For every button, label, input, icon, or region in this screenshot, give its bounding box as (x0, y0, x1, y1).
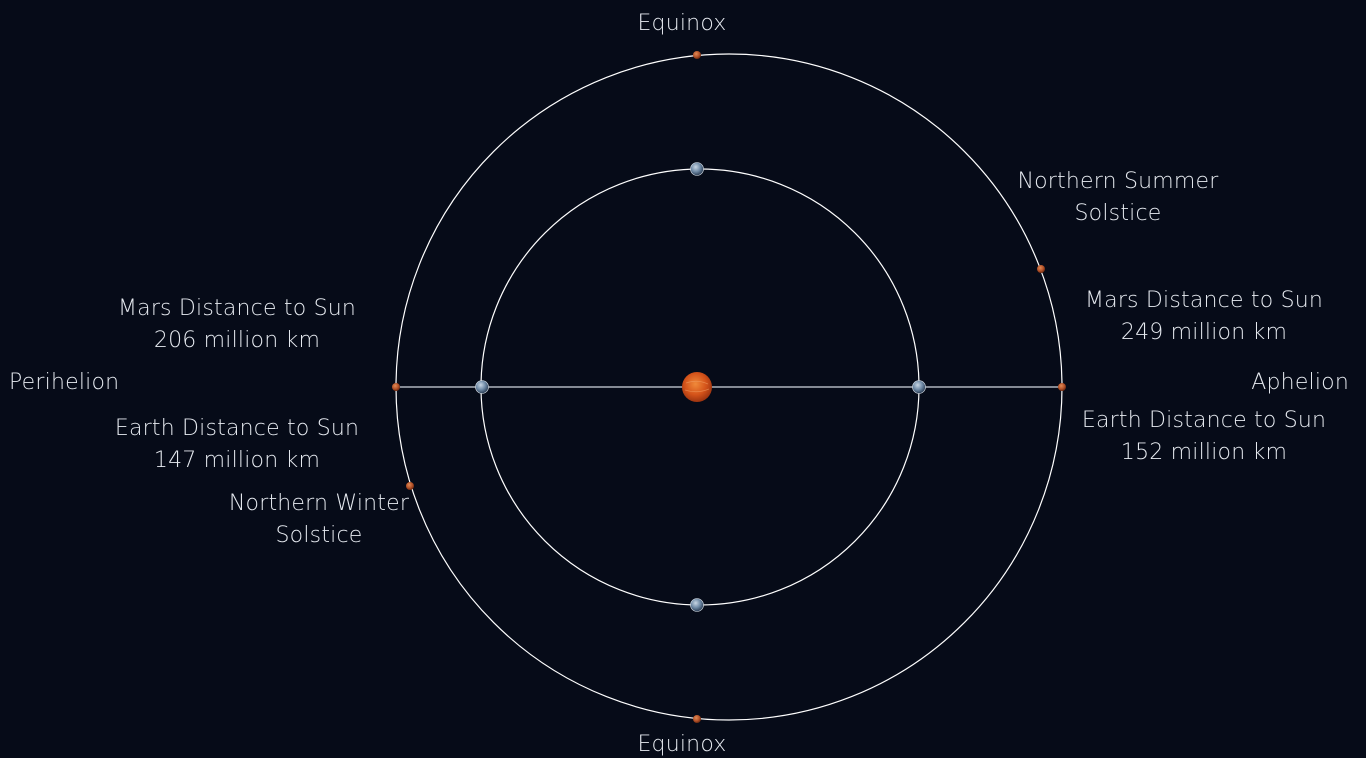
earth-icon (690, 162, 704, 176)
sun-icon (682, 372, 712, 402)
northern-summer-solstice-label: Northern Summer Solstice (1017, 169, 1219, 226)
northern-winter-solstice-label: Northern Winter Solstice (228, 491, 410, 548)
aphelion-label: Aphelion (1251, 370, 1349, 395)
mars-aphelion-distance-label: Mars Distance to Sun 249 million km (1084, 288, 1324, 345)
earth-icon (690, 598, 704, 612)
mars-icon (406, 482, 414, 490)
earth-icon (912, 380, 926, 394)
earth-perihelion-distance-label: Earth Distance to Sun 147 million km (114, 416, 360, 473)
mars-icon (392, 383, 400, 391)
mars-icon (1037, 265, 1045, 273)
earth-aphelion-distance-label: Earth Distance to Sun 152 million km (1081, 408, 1327, 465)
earth-icon (475, 380, 489, 394)
perihelion-label: Perihelion (9, 370, 120, 395)
mars-icon (693, 715, 701, 723)
mars-icon (1058, 383, 1066, 391)
mars-perihelion-distance-label: Mars Distance to Sun 206 million km (117, 296, 357, 353)
equinox-top-label: Equinox (637, 11, 727, 36)
mars-icon (693, 51, 701, 59)
equinox-bottom-label: Equinox (637, 732, 727, 757)
